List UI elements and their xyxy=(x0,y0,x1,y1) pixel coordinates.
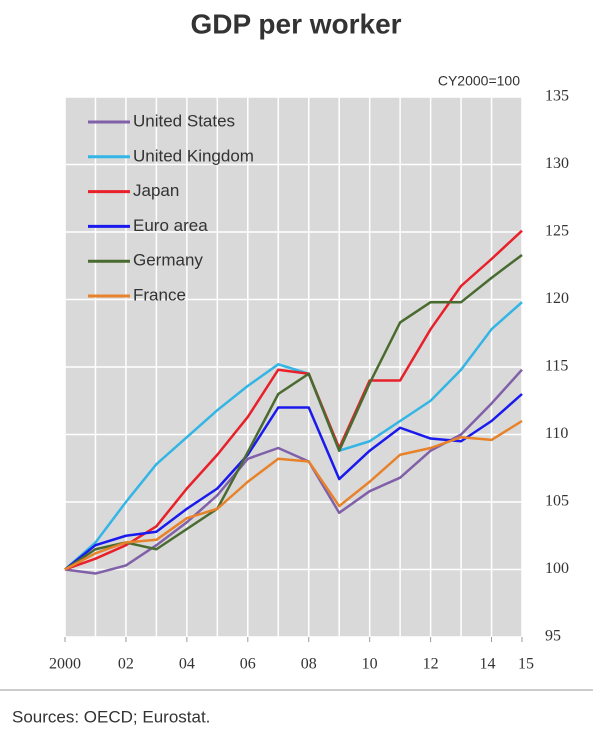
x-tick-label: 2000 xyxy=(49,656,81,673)
legend-label: France xyxy=(133,285,186,304)
y-tick-label: 120 xyxy=(545,290,569,307)
series-line xyxy=(64,229,523,571)
y-tick-label: 100 xyxy=(545,560,569,577)
y-tick-label: 125 xyxy=(545,223,569,240)
y-tick-label: 95 xyxy=(545,628,561,645)
x-tick-label: 12 xyxy=(423,656,439,673)
x-tick-label: 06 xyxy=(240,656,256,673)
source: Sources: OECD; Eurostat. xyxy=(12,707,210,726)
annotation: CY2000=100 xyxy=(438,73,520,89)
y-tick-label: 135 xyxy=(545,88,569,105)
series-line xyxy=(64,393,523,571)
y-tick-label: 130 xyxy=(545,155,569,172)
legend-label: Euro area xyxy=(133,216,208,235)
legend-label: United States xyxy=(133,111,235,130)
series-line xyxy=(64,419,523,571)
y-tick-label: 110 xyxy=(545,425,568,442)
legend-label: Japan xyxy=(133,181,179,200)
x-tick-label: 15 xyxy=(518,656,534,673)
x-tick-label: 14 xyxy=(480,656,496,673)
legend-label: Germany xyxy=(133,251,203,270)
x-tick-label: 08 xyxy=(301,656,317,673)
chart-title: GDP per worker xyxy=(190,8,401,39)
x-tick-label: 04 xyxy=(179,656,195,673)
x-tick-label: 02 xyxy=(118,656,134,673)
legend-label: United Kingdom xyxy=(133,146,254,165)
y-tick-label: 115 xyxy=(545,358,568,375)
y-tick-label: 105 xyxy=(545,493,569,510)
x-tick-label: 10 xyxy=(362,656,378,673)
series-line xyxy=(64,301,523,571)
series-line xyxy=(64,253,523,571)
